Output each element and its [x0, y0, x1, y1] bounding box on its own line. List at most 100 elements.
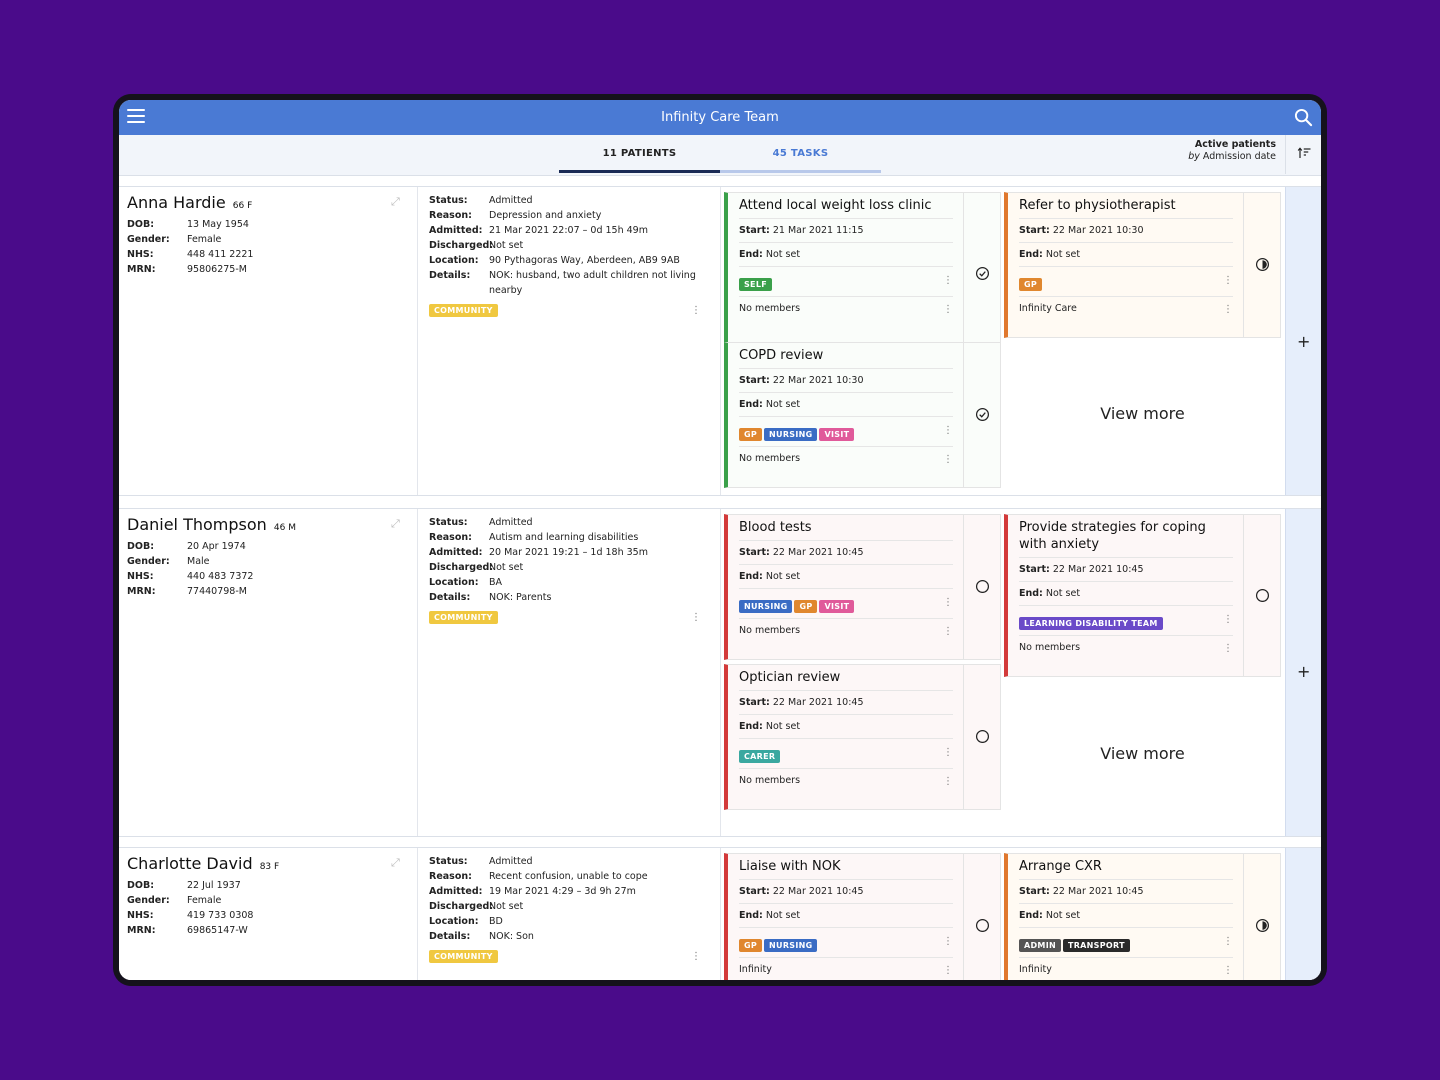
task-end-label: End: [739, 399, 763, 410]
admission-status-label: Status: [429, 856, 468, 867]
task-start-value: 22 Mar 2021 10:30 [1052, 225, 1144, 236]
patient-mrn-row: MRN: 69865147-W [127, 923, 409, 938]
task-tags: GP NURSING ⋮ [739, 928, 953, 958]
view-more-link[interactable]: View more [1100, 404, 1185, 423]
task-members: No members [739, 775, 801, 786]
task-start-value: 22 Mar 2021 10:45 [1052, 564, 1144, 575]
task-open-icon[interactable] [1255, 588, 1270, 603]
task-card[interactable]: Optician review Start: 22 Mar 2021 10:45 E… [724, 664, 1001, 810]
task-members-more-icon[interactable]: ⋮ [943, 304, 953, 315]
admission-status-row: Status: Admitted [429, 193, 710, 208]
patient-info: Charlotte David 83 F ⤢ DOB: 22 Jul 1937 Gend… [119, 848, 418, 980]
task-members-more-icon[interactable]: ⋮ [943, 776, 953, 787]
task-card[interactable]: Liaise with NOK Start: 22 Mar 2021 10:45 E… [724, 853, 1001, 980]
expand-icon[interactable]: ⤢ [391, 517, 400, 530]
task-status-column [963, 854, 1000, 980]
task-members-more-icon[interactable]: ⋮ [1223, 965, 1233, 976]
admission-status-row: Status: Admitted [429, 854, 710, 869]
patient-dob-row: DOB: 13 May 1954 [127, 217, 409, 232]
admission-reason-row: Reason: Autism and learning disabilities [429, 530, 710, 545]
task-start-row: Start: 22 Mar 2021 10:45 [739, 691, 953, 715]
task-tag: GP [739, 428, 763, 441]
patient-gender-row: Gender: Female [127, 232, 409, 247]
sort-field: Admission date [1202, 151, 1276, 162]
patient-dob-label: DOB: [127, 541, 155, 552]
task-members: No members [739, 453, 801, 464]
task-open-icon[interactable] [975, 729, 990, 744]
task-tags-more-icon[interactable]: ⋮ [943, 597, 953, 608]
task-open-icon[interactable] [975, 918, 990, 933]
admission-location-label: Location: [429, 916, 479, 927]
admission-more-icon[interactable]: ⋮ [691, 612, 701, 623]
patient-gender-value: Female [187, 895, 222, 906]
task-open-icon[interactable] [975, 579, 990, 594]
task-in-progress-icon[interactable] [1255, 918, 1270, 933]
task-tags-more-icon[interactable]: ⋮ [943, 275, 953, 286]
expand-icon[interactable]: ⤢ [391, 856, 400, 869]
task-tags-more-icon[interactable]: ⋮ [943, 425, 953, 436]
task-card-body: COPD review Start: 22 Mar 2021 10:30 End: … [739, 343, 953, 470]
sort-button[interactable] [1285, 135, 1321, 174]
admission-reason-row: Reason: Depression and anxiety [429, 208, 710, 223]
task-status-column [1243, 515, 1280, 676]
admission-location-value: BD [489, 916, 503, 927]
task-in-progress-icon[interactable] [1255, 257, 1270, 272]
patient-dob-value: 20 Apr 1974 [187, 541, 246, 552]
community-badge: COMMUNITY [429, 611, 498, 624]
task-members-more-icon[interactable]: ⋮ [943, 454, 953, 465]
expand-icon[interactable]: ⤢ [391, 195, 400, 208]
task-card-body: Attend local weight loss clinic Start: 21… [739, 193, 953, 320]
community-badge: COMMUNITY [429, 950, 498, 963]
task-card[interactable]: COPD review Start: 22 Mar 2021 10:30 End: … [724, 342, 1001, 488]
task-title: Liaise with NOK [739, 854, 953, 880]
task-end-value: Not set [765, 910, 801, 921]
add-task-plus-icon[interactable]: + [1297, 662, 1311, 681]
sort-label[interactable]: Active patients by Admission date [1188, 139, 1276, 163]
task-tags: GP ⋮ [1019, 267, 1233, 297]
admission-more-icon[interactable]: ⋮ [691, 305, 701, 316]
hamburger-menu-icon[interactable] [127, 109, 145, 125]
admission-status-row: Status: Admitted [429, 515, 710, 530]
task-complete-icon[interactable] [975, 407, 990, 422]
patient-mrn-row: MRN: 95806275-M [127, 262, 409, 277]
task-tag: CARER [739, 750, 781, 763]
task-end-row: End: Not set [1019, 904, 1233, 928]
task-members-more-icon[interactable]: ⋮ [943, 626, 953, 637]
task-status-column [963, 193, 1000, 354]
task-tag: GP [739, 939, 763, 952]
task-complete-icon[interactable] [975, 266, 990, 281]
task-tags-more-icon[interactable]: ⋮ [1223, 614, 1233, 625]
task-members-more-icon[interactable]: ⋮ [943, 965, 953, 976]
patient-nhs-value: 448 411 2221 [187, 249, 254, 260]
task-start-row: Start: 22 Mar 2021 10:45 [1019, 558, 1233, 582]
search-icon[interactable] [1294, 108, 1313, 127]
task-members-row: No members ⋮ [739, 619, 953, 642]
view-more-link[interactable]: View more [1100, 744, 1185, 763]
admission-discharged-label: Discharged: [429, 562, 494, 573]
admission-more-icon[interactable]: ⋮ [691, 951, 701, 962]
task-members-more-icon[interactable]: ⋮ [1223, 304, 1233, 315]
admission-details: Status: Admitted Reason: Autism and learnin… [419, 509, 721, 836]
sort-filter: Active patients [1194, 139, 1276, 150]
task-card[interactable]: Attend local weight loss clinic Start: 21… [724, 192, 1001, 355]
task-start-label: Start: [739, 225, 770, 236]
task-card[interactable]: Arrange CXR Start: 22 Mar 2021 10:45 End: … [1004, 853, 1281, 980]
task-tags-more-icon[interactable]: ⋮ [1223, 936, 1233, 947]
add-task-plus-icon[interactable]: + [1297, 332, 1311, 351]
tab-patients[interactable]: 11 PATIENTS [559, 135, 720, 173]
admission-discharged-label: Discharged: [429, 240, 494, 251]
task-card[interactable]: Provide strategies for coping with anxie… [1004, 514, 1281, 677]
tab-tasks[interactable]: 45 TASKS [720, 135, 881, 173]
task-members-more-icon[interactable]: ⋮ [1223, 643, 1233, 654]
task-tags-more-icon[interactable]: ⋮ [943, 936, 953, 947]
task-tags-more-icon[interactable]: ⋮ [943, 747, 953, 758]
task-members-row: No members ⋮ [739, 769, 953, 792]
patient-nhs-row: NHS: 448 411 2221 [127, 247, 409, 262]
patient-nhs-label: NHS: [127, 249, 154, 260]
task-tags-more-icon[interactable]: ⋮ [1223, 275, 1233, 286]
admission-reason-label: Reason: [429, 532, 472, 543]
admission-reason-value: Depression and anxiety [489, 210, 602, 221]
task-members-row: Infinity ⋮ [1019, 958, 1233, 980]
task-card[interactable]: Blood tests Start: 22 Mar 2021 10:45 End: … [724, 514, 1001, 660]
task-card[interactable]: Refer to physiotherapist Start: 22 Mar 20… [1004, 192, 1281, 338]
